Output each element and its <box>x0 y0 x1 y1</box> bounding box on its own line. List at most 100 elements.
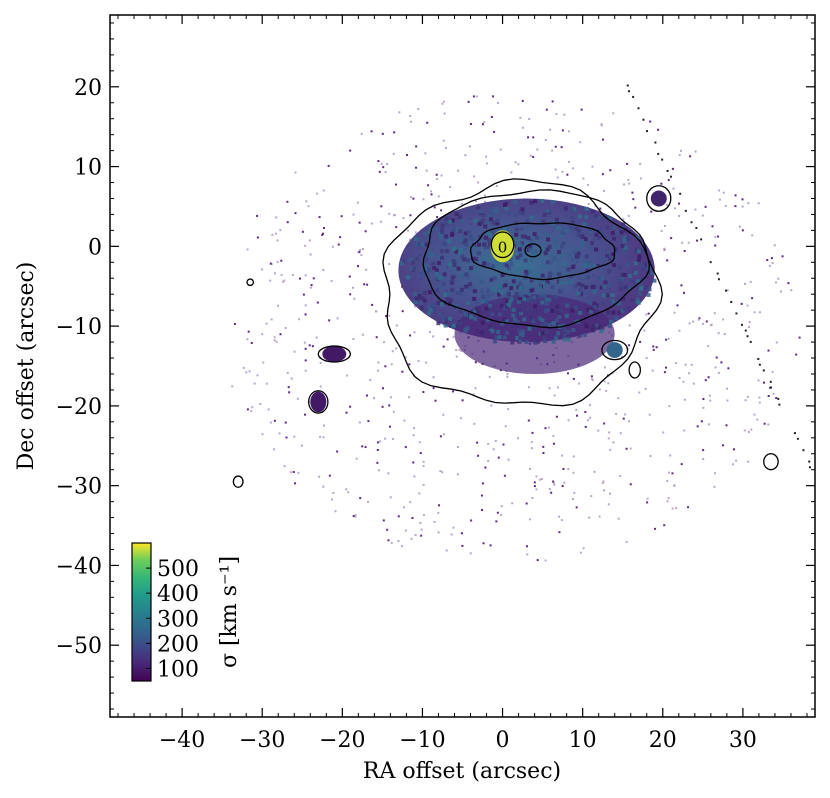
field-pixel <box>560 323 565 328</box>
noise-pixel <box>358 221 361 224</box>
noise-pixel <box>310 284 313 287</box>
field-pixel <box>541 219 546 224</box>
edge-pixel <box>808 466 811 469</box>
field-pixel <box>592 305 597 310</box>
noise-pixel <box>345 411 348 414</box>
field-pixel <box>505 305 510 310</box>
field-pixel <box>559 289 564 294</box>
noise-pixel <box>392 410 395 413</box>
edge-pixel <box>793 432 796 435</box>
noise-pixel <box>437 531 440 534</box>
noise-pixel <box>261 433 264 436</box>
field-pixel <box>540 331 545 336</box>
noise-pixel <box>756 418 759 421</box>
noise-pixel <box>283 279 286 282</box>
field-pixel <box>427 230 432 235</box>
noise-pixel <box>702 449 705 452</box>
noise-pixel <box>445 549 448 552</box>
field-pixel <box>488 217 493 222</box>
field-pixel <box>530 316 535 321</box>
noise-pixel <box>289 471 292 474</box>
noise-pixel <box>660 182 663 185</box>
field-pixel <box>411 266 416 271</box>
noise-pixel <box>563 113 566 116</box>
field-pixel <box>511 236 516 241</box>
noise-pixel <box>607 503 610 506</box>
contour-nucleus <box>490 231 515 259</box>
field-pixel <box>422 270 427 275</box>
noise-pixel <box>563 481 566 484</box>
noise-pixel <box>615 412 618 415</box>
noise-pixel <box>365 268 368 271</box>
noise-pixel <box>412 461 415 464</box>
field-pixel <box>472 296 477 301</box>
field-pixel <box>529 298 534 303</box>
field-pixel <box>515 336 520 341</box>
noise-pixel <box>469 123 472 126</box>
edge-pixel <box>657 152 660 155</box>
noise-pixel <box>439 470 442 473</box>
noise-pixel <box>414 305 417 308</box>
noise-pixel <box>701 214 704 217</box>
noise-pixel <box>419 452 422 455</box>
noise-pixel <box>459 417 462 420</box>
noise-pixel <box>290 377 293 380</box>
noise-pixel <box>297 318 300 321</box>
field-pixel <box>491 230 496 235</box>
field-pixel <box>621 222 626 227</box>
noise-pixel <box>432 387 435 390</box>
noise-pixel <box>483 121 486 124</box>
noise-pixel <box>747 460 750 463</box>
noise-pixel <box>552 434 555 437</box>
noise-pixel <box>361 248 364 251</box>
noise-pixel <box>422 483 425 486</box>
edge-pixel <box>700 238 703 241</box>
noise-pixel <box>480 494 483 497</box>
edge-pixel <box>637 107 640 110</box>
noise-pixel <box>442 345 445 348</box>
noise-pixel <box>336 450 339 453</box>
field-pixel <box>610 252 615 257</box>
x-axis-label: RA offset (arcsec) <box>363 759 561 784</box>
field-pixel <box>420 242 425 247</box>
noise-pixel <box>490 404 493 407</box>
field-pixel <box>502 202 507 207</box>
field-pixel <box>636 235 641 240</box>
field-pixel <box>605 225 610 230</box>
noise-pixel <box>456 473 459 476</box>
noise-pixel <box>441 102 444 105</box>
noise-pixel <box>308 344 311 347</box>
field-pixel <box>469 315 474 320</box>
noise-pixel <box>245 371 248 374</box>
noise-pixel <box>311 345 314 348</box>
colorbar-tick-label: 100 <box>157 657 199 682</box>
noise-pixel <box>598 515 601 518</box>
field-pixel <box>497 260 502 265</box>
noise-pixel <box>617 397 620 400</box>
noise-pixel <box>461 399 464 402</box>
field-pixel <box>543 321 548 326</box>
field-pixel <box>464 328 469 333</box>
noise-pixel <box>708 394 711 397</box>
field-pixel <box>518 285 523 290</box>
noise-pixel <box>309 253 312 256</box>
noise-pixel <box>673 207 676 210</box>
noise-pixel <box>494 439 497 442</box>
noise-pixel <box>495 184 498 187</box>
colorbar-tick-label: 500 <box>157 557 199 582</box>
noise-pixel <box>233 322 236 325</box>
noise-pixel <box>675 507 678 510</box>
noise-pixel <box>500 505 503 508</box>
field-pixel <box>415 256 420 261</box>
noise-pixel <box>427 184 430 187</box>
field-pixel <box>520 211 525 216</box>
field-pixel <box>610 231 615 236</box>
noise-pixel <box>422 198 425 201</box>
noise-pixel <box>757 379 760 382</box>
field-pixel <box>484 245 489 250</box>
noise-pixel <box>280 259 283 262</box>
edge-pixel <box>695 226 698 229</box>
field-pixel <box>436 261 441 266</box>
field-pixel <box>553 244 558 249</box>
